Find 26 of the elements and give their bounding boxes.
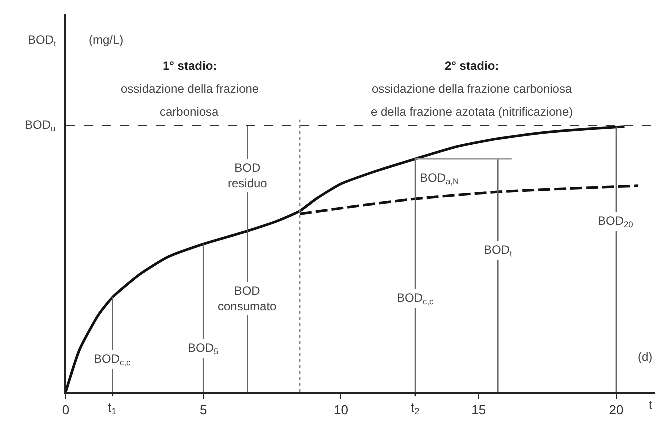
- x-tick-label: 15: [472, 402, 486, 418]
- annotation: t$_{2}$: [411, 400, 420, 417]
- annotation: (d): [638, 350, 653, 364]
- text: BOD$_{t}$: [28, 33, 58, 49]
- x-tick-label: 0: [62, 402, 70, 418]
- annotation: BOD$_{a,N}$: [420, 171, 460, 187]
- annotation: BOD$_{t}$: [484, 243, 514, 259]
- annotation: BOD consumato: [218, 284, 278, 314]
- annotation: BOD residuo: [228, 161, 268, 191]
- text: (mg/L): [89, 33, 124, 47]
- text: ossidazione della frazione carboniosa: [372, 82, 572, 96]
- text: e della frazione azotata (nitrificazione): [371, 105, 574, 119]
- x-axis-title: t: [649, 398, 653, 412]
- text: 2° stadio:: [445, 59, 500, 73]
- annotation: BOD$_{c,c}$: [94, 352, 131, 368]
- annotation: BOD$_{20}$: [598, 214, 634, 230]
- annotation: t$_{1}$: [108, 400, 117, 417]
- annotation: BOD$_{c,c}$: [397, 291, 434, 307]
- text: 1° stadio:: [163, 59, 218, 73]
- text: ossidazione della frazione: [121, 82, 260, 96]
- text: carboniosa: [160, 105, 220, 119]
- ref-line-label: BOD$_{u}$: [25, 118, 56, 134]
- x-tick-label: 20: [609, 402, 624, 418]
- x-tick-label: 10: [334, 402, 348, 418]
- x-tick-label: 5: [200, 402, 208, 418]
- annotation: BOD$_{5}$: [188, 341, 220, 357]
